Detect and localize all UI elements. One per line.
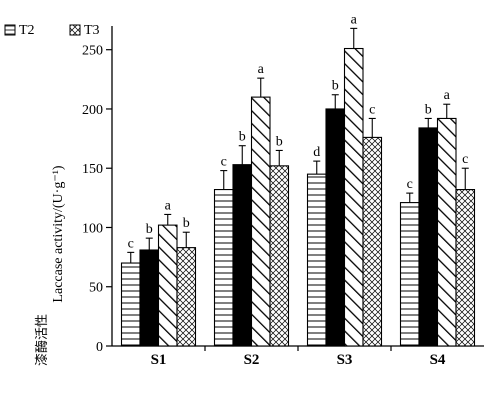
- x-tick-label: S4: [430, 352, 446, 368]
- y-axis-label-cn: 漆酶活性: [34, 314, 50, 366]
- bar: [436, 117, 457, 347]
- bar: [213, 189, 234, 347]
- bar: [455, 189, 476, 347]
- y-tick-label: 200: [82, 103, 103, 118]
- y-tick-label: 0: [96, 340, 103, 355]
- bar: [362, 136, 383, 347]
- x-tick-label: S1: [151, 352, 167, 368]
- significance-label: a: [444, 88, 451, 103]
- significance-label: c: [128, 236, 134, 251]
- significance-label: b: [183, 216, 190, 231]
- legend: T2 T3: [4, 23, 100, 38]
- bar: [139, 249, 160, 347]
- bar: [250, 96, 271, 347]
- significance-label: d: [313, 145, 320, 160]
- legend-label-t2: T2: [19, 23, 35, 38]
- y-tick-label: 100: [82, 221, 103, 236]
- bar: [269, 165, 290, 347]
- significance-label: c: [369, 102, 375, 117]
- bar: [176, 247, 197, 347]
- significance-label: a: [258, 62, 265, 77]
- bar: [399, 202, 420, 347]
- significance-label: b: [425, 102, 432, 117]
- significance-label: b: [239, 130, 246, 145]
- bar: [325, 108, 346, 347]
- bar: [343, 47, 364, 347]
- significance-label: b: [332, 79, 339, 94]
- legend-swatch-t2: [4, 24, 16, 36]
- significance-label: b: [276, 134, 283, 149]
- bar: [157, 224, 178, 347]
- y-tick-label: 250: [82, 44, 103, 59]
- x-tick-label: S3: [337, 352, 353, 368]
- y-tick-label: 50: [89, 281, 103, 296]
- x-tick-label: S2: [244, 352, 260, 368]
- significance-label: a: [165, 198, 172, 213]
- y-axis-label: Laccase activity/(U·g⁻¹): [51, 165, 66, 302]
- significance-label: a: [351, 12, 358, 27]
- significance-label: b: [146, 222, 153, 237]
- significance-label: c: [462, 152, 468, 167]
- bar: [418, 127, 439, 347]
- bar: [120, 262, 141, 347]
- y-tick-label: 150: [82, 162, 103, 177]
- legend-swatch-t3: [69, 24, 81, 36]
- significance-label: c: [221, 155, 227, 170]
- significance-label: c: [407, 177, 413, 192]
- y-axis-title: 漆酶活性 Laccase activity/(U·g⁻¹): [34, 165, 66, 366]
- bar: [232, 164, 253, 347]
- bar: [306, 173, 327, 347]
- legend-label-t3: T3: [84, 23, 100, 38]
